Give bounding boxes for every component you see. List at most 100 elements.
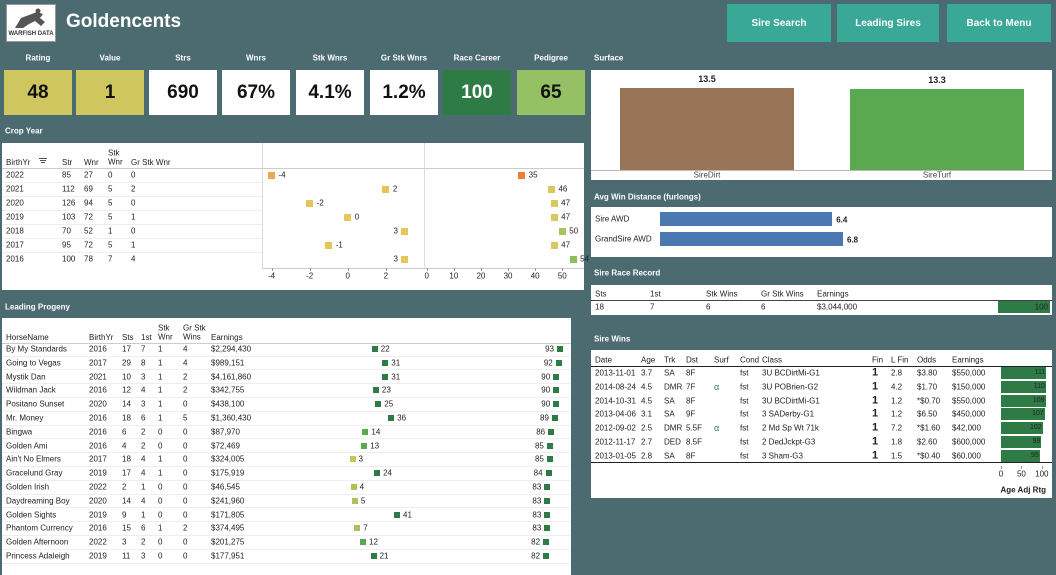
table-cell: 10 [122,372,131,381]
table-cell: 1 [872,394,879,407]
tick-mark [535,268,537,271]
table-cell: $6.50 [917,409,938,419]
table-cell: 4 [183,344,188,354]
column-header: Str [62,157,73,167]
table-cell: 78 [84,254,93,264]
data-label: 2 [392,184,398,194]
table-cell: 103 [62,212,76,222]
table-cell: $241,960 [211,496,245,506]
table-cell: $342,755 [211,385,245,395]
table-cell: $42,000 [952,423,981,433]
x-tick-label: -4 [267,271,276,281]
table-cell: 12 [122,385,131,395]
header-rule [591,366,1052,367]
table-cell: SA [664,396,675,405]
table-cell: 1 [131,212,136,222]
table-cell: 2016 [89,385,107,395]
table-cell: 2018 [6,226,24,236]
bar-category-label: GrandSire AWD [595,234,652,244]
column-header: BirthYr [89,332,114,342]
tick-mark [1021,466,1023,469]
table-cell: $374,495 [211,523,245,533]
data-label: 46 [558,184,568,194]
table-cell: 2.8 [891,368,903,378]
table-cell: 2021 [6,184,24,194]
table-cell: $150,000 [952,382,986,392]
table-cell: $201,275 [211,537,245,547]
table-cell: 7F [686,382,696,392]
data-label: 83 [532,510,542,519]
axis-line [591,170,1052,171]
tick-mark [385,268,387,271]
table-cell: 4 [183,358,188,368]
table-cell: 18 [595,302,604,312]
table-cell: 7 [141,344,146,354]
table-cell: 5 [108,212,113,222]
marker [370,553,377,559]
data-label: 23 [381,385,391,395]
bar [660,212,833,226]
data-label: 5 [360,496,366,506]
table-cell: Bingwa [6,427,33,437]
marker [548,428,555,435]
table-cell: 2 [122,482,127,492]
table-cell: $171,805 [211,510,245,519]
column-header: Gr Stk Wins [183,323,206,342]
marker [551,415,558,421]
table-cell: 17 [122,468,131,478]
tick-mark [309,268,311,271]
table-cell: Princess Adaleigh [6,551,70,561]
table-cell: 4 [141,454,146,464]
table-cell: α [714,381,720,392]
marker [550,213,558,221]
table-cell: 6 [761,302,766,312]
table-cell: 4 [141,468,146,478]
table-cell: 0 [158,496,163,506]
tick-mark [347,268,349,271]
table-cell: 1 [872,366,879,379]
data-label: 93 [545,344,554,354]
table-cell: 2012-09-02 [595,423,636,433]
page-title: Goldencents [66,11,182,32]
x-tick-label: 0 [424,271,429,281]
bar-category-label: Sire AWD [595,214,630,224]
kpi-label: Strs [175,53,191,63]
table-cell: 2 Md Sp Wt 71k [762,423,819,433]
table-cell: 52 [84,226,93,236]
table-cell: 1 [158,523,163,533]
kpi-box: 690 [149,70,217,115]
table-cell: 3U POBrien-G2 [762,382,819,392]
table-cell: DED [664,437,681,447]
table-cell: 2019 [89,551,107,561]
table-cell: 0 [131,226,136,236]
section-title: Leading Progeny [5,302,70,312]
bar-value-label: 99 [1032,437,1041,445]
table-cell: 3 [122,537,127,547]
row-rule [2,465,571,467]
x-tick-label: 40 [530,271,540,281]
kpi-label: Rating [25,53,51,63]
table-cell: 1.8 [891,437,903,447]
table-cell: 2019 [89,468,107,478]
table-cell: fst [740,368,749,378]
table-cell: 72 [84,240,93,250]
nav-button[interactable]: Sire Search [727,4,831,42]
nav-button[interactable]: Leading Sires [837,4,939,42]
row-rule [2,182,262,183]
table-cell: 0 [158,482,163,492]
data-label: 13 [370,441,380,450]
table-cell: fst [740,409,749,419]
column-header: Sts [122,332,134,342]
data-label: 82 [531,551,541,561]
table-cell: 1 [131,240,136,250]
table-cell: $4,161,860 [211,372,252,381]
nav-button[interactable]: Back to Menu [947,4,1051,42]
row-rule [2,224,262,225]
marker [557,346,563,352]
data-label: 14 [371,427,381,437]
tick-mark [480,268,482,271]
column-header: BirthYr [6,157,31,167]
table-cell: fst [740,451,749,461]
table-cell: 72 [84,212,93,222]
marker [553,373,560,380]
